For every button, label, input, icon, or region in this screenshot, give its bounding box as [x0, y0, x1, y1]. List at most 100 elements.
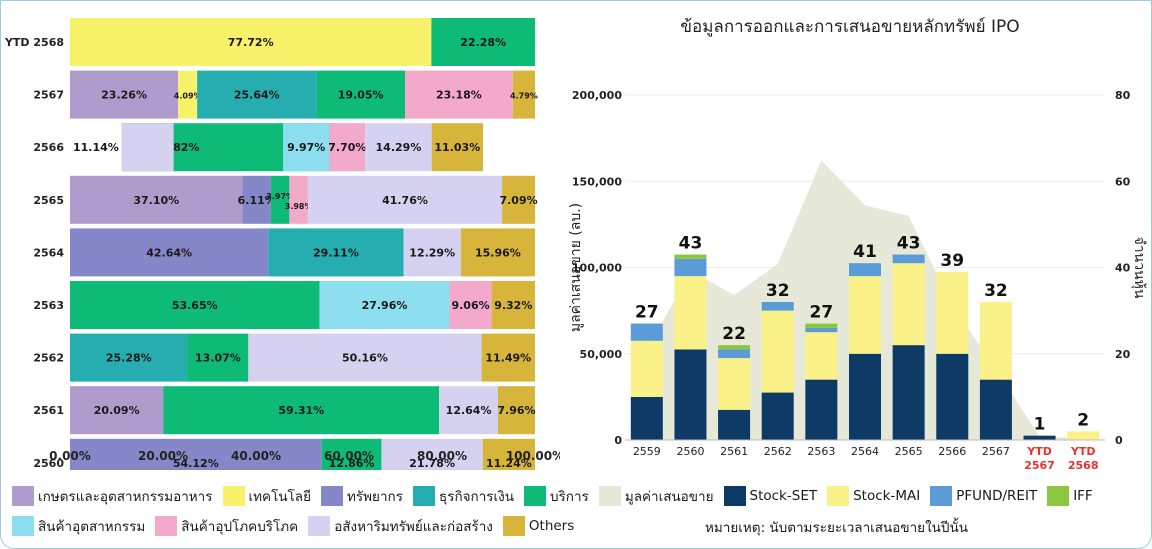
column-segment	[979, 379, 1012, 440]
y-tick-label: 50,000	[580, 348, 623, 361]
row-label: 2565	[33, 194, 64, 207]
row-label: 2562	[33, 352, 64, 365]
y-tick-label: 150,000	[572, 175, 622, 188]
column-segment	[761, 310, 794, 393]
y-tick-label: 0	[614, 434, 622, 447]
y2-tick-label: 40	[1115, 262, 1131, 275]
column-segment	[805, 379, 838, 440]
legend-label: Stock-SET	[749, 488, 818, 504]
segment-label: 9.06%	[451, 299, 489, 312]
y2-tick-label: 20	[1115, 348, 1131, 361]
segment	[121, 123, 174, 172]
segment	[316, 70, 405, 119]
y-tick-label: 100,000	[572, 262, 622, 275]
column-segment	[630, 323, 663, 341]
chart-title: ข้อมูลการออกและการเสนอขายหลักทรัพย์ IPO	[680, 17, 1019, 37]
legend-label: IFF	[1073, 488, 1093, 504]
legend-swatch	[827, 486, 850, 506]
column-segment	[674, 349, 707, 440]
legend-swatch	[598, 486, 621, 506]
column-segment	[630, 340, 663, 397]
legend-label: ธุรกิจการเงิน	[438, 489, 514, 505]
segment	[197, 70, 317, 119]
segment	[70, 18, 432, 66]
x-tick-label: 2568	[1068, 459, 1099, 470]
segment	[321, 438, 382, 470]
column-total: 32	[766, 281, 790, 301]
segment-label: 12.64%	[446, 404, 492, 417]
segment-label: 4.09%	[174, 92, 202, 101]
legend-item: Stock-MAI	[827, 486, 920, 506]
segment	[178, 70, 198, 119]
segment-label: 21.78%	[409, 457, 455, 470]
column-total: 27	[810, 303, 834, 323]
legend-item: มูลค่าเสนอขาย	[598, 485, 714, 507]
row-label: 2566	[33, 141, 64, 154]
segment-label: 11.14%	[73, 141, 119, 154]
segment-label: 11.49%	[485, 352, 531, 365]
legend-label: ทรัพยากร	[347, 489, 403, 505]
segment	[307, 175, 503, 224]
segment	[431, 18, 535, 66]
legend-swatch	[930, 486, 953, 506]
segment-label: 9.97%	[287, 141, 325, 154]
row-label: YTD 2568	[4, 36, 64, 49]
legend-swatch	[222, 486, 245, 506]
segment	[289, 175, 308, 224]
column-segment	[892, 345, 925, 440]
column-segment	[761, 392, 794, 440]
ipo-chart: ข้อมูลการออกและการเสนอขายหลักทรัพย์ IPO 0…	[568, 17, 1147, 470]
segment	[248, 333, 482, 382]
column-segment	[979, 302, 1012, 380]
legend-label: เกษตรและอุตสาหกรรมอาหาร	[38, 489, 213, 505]
segment-label: 50.16%	[342, 352, 388, 365]
column-segment	[674, 258, 707, 277]
segment-label: 9.32%	[494, 299, 532, 312]
segment-label: 59.31%	[278, 404, 324, 417]
x-tick-label: 0.00%	[49, 449, 91, 463]
segment	[497, 386, 535, 435]
legend-item: ธุรกิจการเงิน	[412, 485, 514, 507]
x-tick-label: 2567	[1024, 459, 1055, 470]
segment-label: 42.64%	[146, 246, 192, 259]
legend-label: มูลค่าเสนอขาย	[624, 489, 714, 505]
segment-label: 13.07%	[195, 352, 241, 365]
column-total: 43	[897, 234, 921, 254]
segment-label: 25.28%	[106, 352, 152, 365]
legend-swatch	[308, 516, 331, 536]
y2-tick-label: 60	[1115, 175, 1131, 188]
row-label: 2563	[33, 299, 64, 312]
legend-item: เกษตรและอุตสาหกรรมอาหาร	[12, 485, 213, 507]
segment	[329, 123, 366, 172]
x-tick-label: 80.00%	[417, 449, 467, 463]
segment	[283, 123, 330, 172]
segment-label: 29.11%	[313, 246, 359, 259]
column-total: 39	[940, 251, 964, 271]
x-tick-label: 2559	[633, 445, 661, 458]
column-segment	[761, 302, 794, 311]
legend-label: เทคโนโลยี	[248, 489, 311, 505]
row-label: 2564	[33, 246, 64, 259]
x-tick-label: 2565	[895, 445, 923, 458]
segment-label: 15.96%	[475, 246, 521, 259]
column-segment	[718, 409, 751, 440]
segment	[449, 281, 492, 329]
x-tick-label: 2564	[851, 445, 879, 458]
segment	[502, 175, 536, 224]
segment	[439, 386, 498, 435]
segment	[70, 70, 179, 119]
segment-label: 11.03%	[434, 141, 480, 154]
legend-item: สินค้าอุตสาหกรรม	[12, 515, 145, 537]
segment	[481, 333, 535, 382]
column-segment	[718, 349, 751, 359]
legend-swatch	[1047, 486, 1070, 506]
segment	[70, 281, 320, 329]
y2-axis-label: จำนวนหุ้น	[1131, 237, 1147, 299]
legend-swatch	[502, 516, 525, 536]
segment-label: 22.28%	[460, 36, 506, 49]
x-tick-label: 60.00%	[324, 449, 374, 463]
segment-label: 7.70%	[328, 141, 366, 154]
legend-label: PFUND/REIT	[956, 488, 1038, 504]
segment	[242, 175, 271, 224]
segment	[365, 123, 432, 172]
